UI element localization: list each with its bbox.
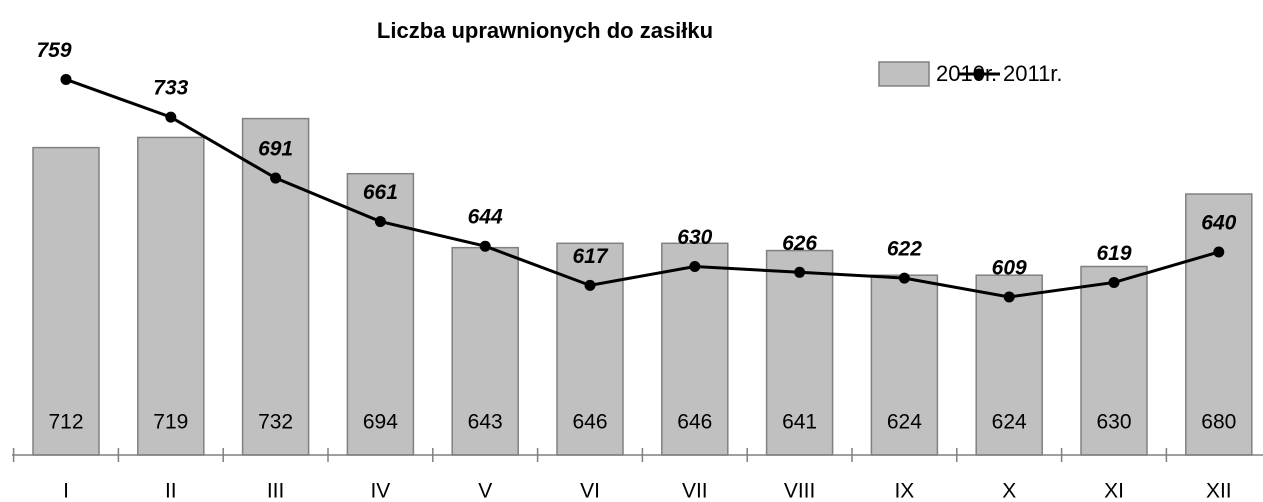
- x-tick-label: III: [267, 480, 285, 502]
- line-point: [60, 73, 72, 85]
- x-tick-label: XI: [1104, 480, 1124, 502]
- bar: [137, 136, 205, 456]
- bar-value-label: 694: [363, 411, 398, 434]
- line-value-label: 644: [468, 206, 503, 229]
- x-tick-label: I: [63, 480, 69, 502]
- line-point: [270, 172, 282, 184]
- x-tick-label: VII: [682, 480, 708, 502]
- line-value-label: 609: [992, 256, 1027, 279]
- x-tick-label: IX: [894, 480, 914, 502]
- bar-value-label: 680: [1201, 411, 1236, 434]
- bar-value-label: 624: [887, 411, 922, 434]
- legend-marker: [973, 68, 985, 80]
- x-tick-label: IV: [370, 480, 390, 502]
- line-value-label: 619: [1096, 242, 1131, 265]
- line-value-label: 691: [258, 138, 293, 161]
- x-tick-label: X: [1002, 480, 1016, 502]
- bar-value-label: 732: [258, 411, 293, 434]
- x-tick-label: V: [478, 480, 492, 502]
- bar-value-label: 712: [48, 411, 83, 434]
- bar: [1080, 265, 1148, 456]
- line-point: [1108, 276, 1120, 288]
- bar-value-label: 719: [153, 411, 188, 434]
- bar-value-label: 646: [677, 411, 712, 434]
- bar-value-label: 624: [992, 411, 1027, 434]
- line-series: [65, 78, 1220, 299]
- x-tick-label: VI: [580, 480, 600, 502]
- bar-value-label: 630: [1096, 411, 1131, 434]
- line-value-label: 617: [572, 245, 608, 268]
- line-point: [584, 279, 596, 291]
- bar-value-label: 641: [782, 411, 817, 434]
- bar-value-label: 646: [572, 411, 607, 434]
- line-value-label: 622: [887, 238, 922, 261]
- line-value-label: 661: [363, 181, 398, 204]
- bar: [661, 242, 729, 456]
- line-point: [898, 272, 910, 284]
- line-value-label: 733: [153, 77, 188, 100]
- bar: [241, 117, 310, 456]
- bar-value-label: 643: [468, 411, 503, 434]
- line-point: [1213, 246, 1225, 258]
- x-tick-label: II: [165, 480, 177, 502]
- x-tick-label: XII: [1206, 480, 1232, 502]
- line-point: [1003, 291, 1015, 303]
- bar: [451, 246, 519, 456]
- line-value-label: 640: [1201, 212, 1236, 235]
- line-point: [165, 111, 177, 123]
- line-point: [689, 261, 701, 272]
- line-point: [479, 240, 491, 252]
- bar: [32, 146, 100, 456]
- line-point: [794, 266, 806, 278]
- line-value-label: 759: [36, 39, 71, 62]
- line-point: [374, 216, 386, 228]
- x-tick-label: VIII: [784, 480, 816, 502]
- chart-title: Liczba uprawnionych do zasiłku: [377, 18, 713, 43]
- line-value-label: 630: [677, 226, 712, 249]
- line-value-label: 626: [782, 232, 817, 255]
- legend-swatch: [878, 61, 930, 87]
- legend-label: 2011r.: [1003, 61, 1063, 86]
- bar: [870, 274, 939, 456]
